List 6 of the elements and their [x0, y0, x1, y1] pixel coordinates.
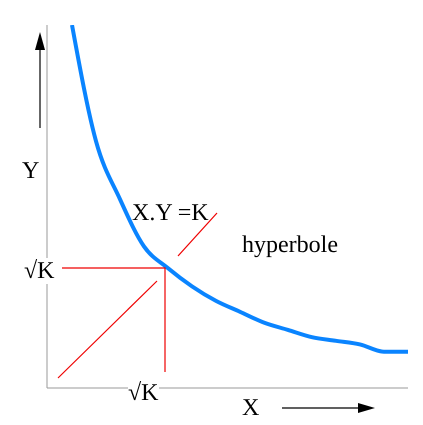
annotation: √K — [24, 258, 55, 284]
annotation: X.Y =K — [132, 200, 209, 226]
annotation: √K — [128, 380, 159, 406]
y-axis-title: Y — [22, 158, 40, 185]
x-axis-title: X — [242, 395, 260, 422]
annotation: hyperbole — [242, 232, 338, 258]
